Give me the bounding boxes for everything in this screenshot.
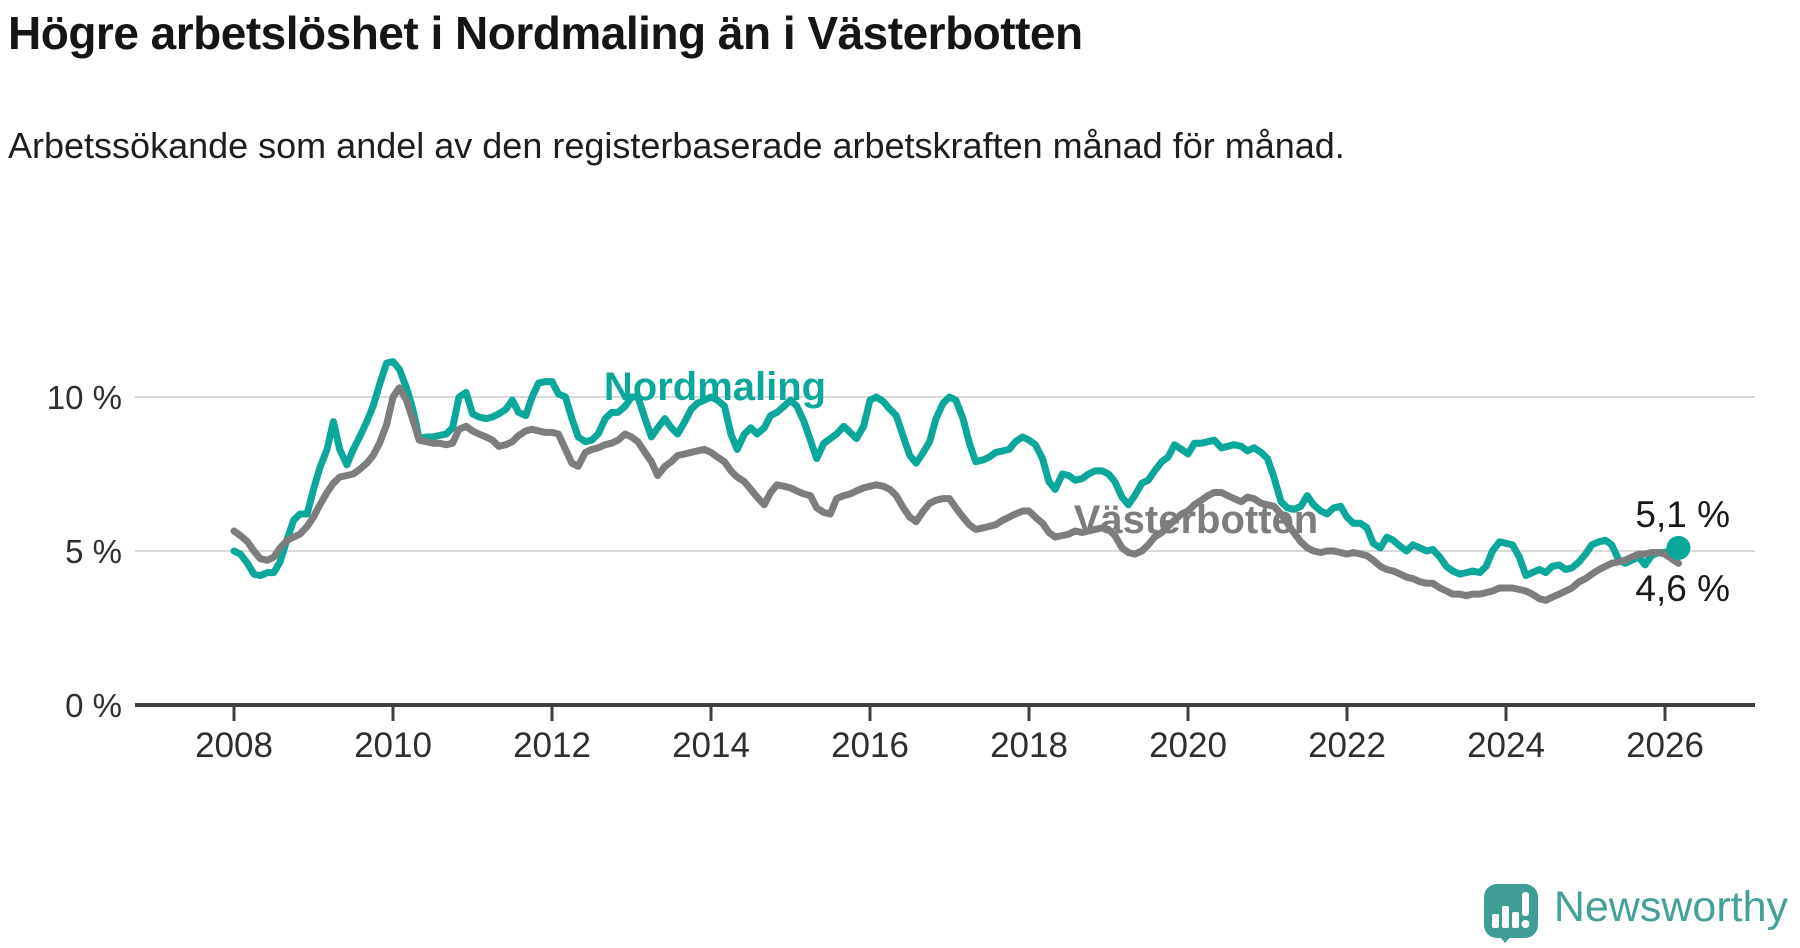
x-axis: 2008 2010 2012 2014 2016 2018 2020 2022 2024 2026 [195,707,1704,765]
page-title: Högre arbetslöshet i Nordmaling än i Väs… [8,7,1083,59]
x-tick-label: 2026 [1626,726,1704,765]
y-tick-label: 10 % [47,379,122,416]
x-tick-label: 2022 [1308,726,1386,765]
line-västerbotten [230,384,1682,604]
series-lines [230,358,1682,604]
x-tick-label: 2018 [990,726,1068,765]
x-tick-label: 2016 [831,726,909,765]
x-tick-label: 2008 [195,726,273,765]
series-label-vasterbotten: Västerbotten [1074,498,1319,542]
end-value-vasterbotten: 4,6 % [1635,568,1730,609]
x-tick-label: 2012 [513,726,591,765]
series-label-nordmaling: Nordmaling [604,365,826,409]
y-axis-labels: 10 % 5 % 0 % [47,379,122,724]
line-nordmaling [230,358,1682,580]
x-tick-label: 2020 [1149,726,1227,765]
x-tick-label: 2014 [672,726,750,765]
x-tick-label: 2010 [354,726,432,765]
nordmaling-end-dot [1666,535,1691,560]
y-tick-label: 5 % [65,533,122,570]
brand-name: Newsworthy [1553,882,1788,931]
chart-subtitle: Arbetssökande som andel av den registerb… [8,125,1345,166]
end-value-nordmaling: 5,1 % [1635,494,1730,535]
x-tick-label: 2024 [1467,726,1545,765]
newsworthy-logo-icon [1483,884,1538,943]
newsworthy-branding: Newsworthy [1482,870,1788,944]
y-tick-label: 0 % [65,687,122,724]
